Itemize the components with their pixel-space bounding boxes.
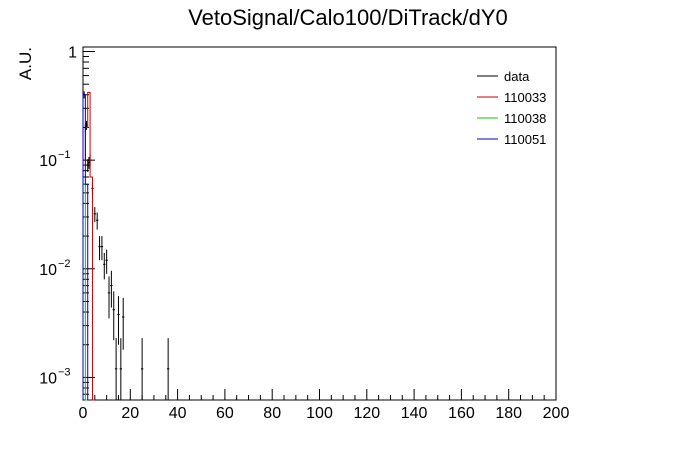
x-tick-label: 100 xyxy=(306,405,333,422)
x-tick-label: 140 xyxy=(401,405,428,422)
x-tick-label: 200 xyxy=(543,405,570,422)
x-tick-label: 80 xyxy=(263,405,281,422)
series-data xyxy=(82,91,170,400)
x-axis-ticks: 0 20 40 60 80 100 120 140 160 180 200 xyxy=(79,389,570,422)
y-tick-label: 10 xyxy=(39,370,57,387)
chart-title: VetoSignal/Calo100/DiTrack/dY0 xyxy=(188,5,508,30)
y-axis-ticks: 110−110−210−3 xyxy=(39,44,95,395)
x-tick-label: 60 xyxy=(216,405,234,422)
series-110033 xyxy=(82,91,95,401)
legend-label-110033: 110033 xyxy=(504,90,546,105)
x-tick-label: 120 xyxy=(353,405,380,422)
series-line-110051 xyxy=(82,94,91,401)
y-tick-label: 10 xyxy=(39,153,57,170)
series-110051 xyxy=(82,94,91,401)
x-tick-label: 20 xyxy=(121,405,139,422)
plot-series xyxy=(82,91,170,401)
x-tick-label: 180 xyxy=(495,405,522,422)
y-tick-exponent: −1 xyxy=(58,149,71,161)
y-tick-exponent: −2 xyxy=(58,258,71,270)
y-axis-label: A.U. xyxy=(16,47,35,80)
x-tick-label: 0 xyxy=(79,405,88,422)
y-tick-label: 1 xyxy=(68,44,77,61)
x-tick-label: 40 xyxy=(169,405,187,422)
y-tick-exponent: −3 xyxy=(58,366,71,378)
plot-frame xyxy=(82,46,557,401)
legend-label-data: data xyxy=(504,69,530,84)
series-line-110033 xyxy=(82,91,95,401)
legend: data 110033 110038 110051 xyxy=(477,69,546,147)
y-tick-label: 10 xyxy=(39,262,57,279)
x-tick-label: 160 xyxy=(448,405,475,422)
legend-label-110038: 110038 xyxy=(504,111,546,126)
legend-label-110051: 110051 xyxy=(504,132,546,147)
